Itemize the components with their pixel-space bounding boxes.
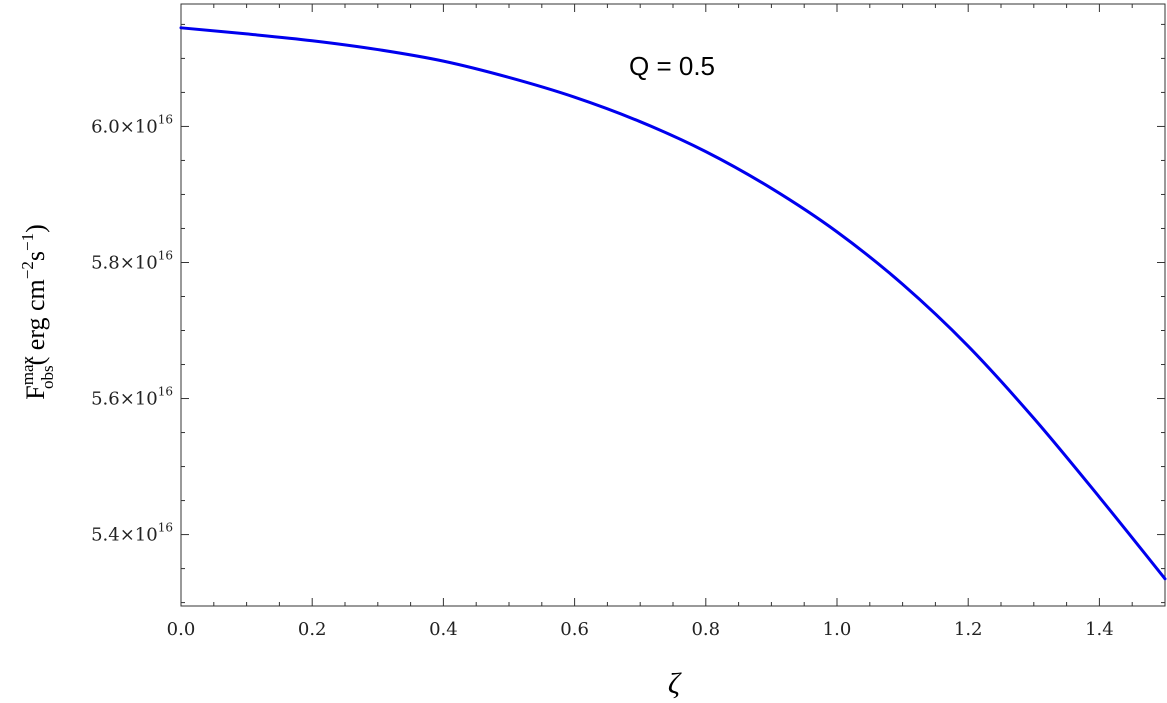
svg-text:Fmaxobs( erg cm−2s−1): Fmaxobs( erg cm−2s−1) (18, 224, 57, 400)
y-label-units-exp2: −1 (18, 233, 37, 251)
series-layer (179, 26, 1167, 581)
y-label-units-close: ) (21, 224, 50, 233)
x-tick-label: 0.2 (298, 619, 327, 640)
y-tick-label: 5.4×1016 (91, 521, 173, 546)
y-label-units-open: ( erg cm (21, 279, 50, 365)
x-axis-ticks: 0.0 0.2 0.4 0.6 0.8 1.0 1.2 1.4 (167, 4, 1166, 640)
x-tick-label: 1.0 (823, 619, 852, 640)
y-label-superscript: max (18, 356, 37, 386)
y-tick-label: 5.6×1016 (91, 385, 173, 410)
annotation-label: Q = 0.5 (629, 51, 715, 81)
plot-frame (180, 3, 1166, 607)
y-label-units-mid: s (21, 251, 50, 261)
x-tick-label: 1.4 (1085, 619, 1114, 640)
x-tick-label: 1.2 (954, 619, 983, 640)
y-label-subscript: obs (38, 365, 57, 389)
y-axis-ticks: 5.4×1016 5.6×1016 5.8×1016 6.0×1016 (91, 23, 1165, 604)
x-tick-label: 0.4 (429, 619, 458, 640)
x-tick-label: 0.8 (691, 619, 720, 640)
y-label-base: F (21, 385, 50, 399)
x-tick-label: 0.6 (560, 619, 589, 640)
x-axis-label: ζ (668, 667, 682, 700)
y-tick-label: 5.8×1016 (91, 248, 173, 273)
series-line (179, 26, 1167, 581)
x-tick-label: 0.0 (167, 619, 196, 640)
plot-border (180, 3, 1166, 607)
y-label-units-exp1: −2 (18, 261, 37, 279)
y-tick-label: 6.0×1016 (91, 112, 173, 137)
y-axis-label: Fmaxobs( erg cm−2s−1) (18, 224, 57, 400)
